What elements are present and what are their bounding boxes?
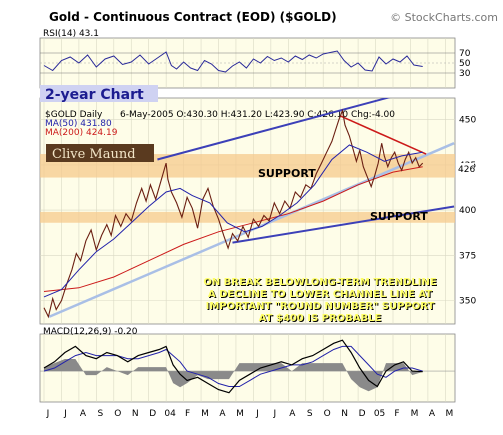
x-tick-label: M [236, 409, 244, 419]
x-tick-label: J [273, 409, 277, 419]
x-tick-label: M [445, 409, 453, 419]
annotation-line: AT $400 IS PROBABLE [259, 313, 382, 324]
banner-text: 2-year Chart [45, 87, 144, 103]
chart-title: Gold - Continuous Contract (EOD) ($GOLD) [49, 10, 337, 24]
x-tick-label: A [289, 409, 296, 419]
lower-channel-line [232, 205, 455, 244]
annotation-shadow: AT $400 IS PROBABLE [260, 314, 383, 325]
price-tick-label: 350 [459, 296, 476, 306]
annotation-line: A DECLINE TO LOWER CHANNEL LINE AT [208, 289, 432, 300]
price-tick-label: 400 [459, 206, 476, 216]
x-tick-label: J [63, 409, 67, 419]
macd-label: MACD(12,26,9) -0.20 [43, 327, 138, 337]
annotation-shadow: A DECLINE TO LOWER CHANNEL LINE AT [209, 290, 433, 301]
x-tick-label: O [114, 409, 121, 419]
annotation-shadow: IMPORTANT "ROUND NUMBER" SUPPORT [207, 302, 436, 313]
price-line [43, 108, 424, 319]
symbol-label: $GOLD Daily [45, 110, 103, 120]
support-label-lower: SUPPORT [370, 210, 428, 223]
annotation-line: IMPORTANT "ROUND NUMBER" SUPPORT [206, 301, 435, 312]
x-tick-label: M [201, 409, 209, 419]
x-tick-label: F [185, 409, 190, 419]
banner-box [40, 85, 158, 102]
x-tick-label: O [324, 409, 331, 419]
x-tick-label: A [429, 409, 436, 419]
x-tick-label: F [394, 409, 399, 419]
ma200-label: MA(200) 424.19 [45, 128, 118, 138]
x-tick-label: 04 [164, 409, 176, 419]
rsi-tick-label: 70 [459, 49, 471, 59]
price-axis: 450425400375350 [459, 116, 476, 307]
upper-channel-line [157, 98, 391, 161]
ma50-label: MA(50) 431.80 [45, 119, 112, 129]
macd-histogram [44, 359, 423, 392]
ohlc-line: 6-May-2005 O:430.30 H:431.20 L:423.90 C:… [120, 110, 395, 120]
annotation-line: ON BREAK BELOWLONG-TERM TRENDLINE [203, 277, 437, 288]
x-tick-label: J [255, 409, 259, 419]
price-tick-label: 450 [459, 116, 476, 126]
downtrend-line [340, 115, 427, 155]
x-tick-label: J [46, 409, 50, 419]
last-value: 426 [458, 165, 475, 175]
price-tick-label: 375 [459, 251, 476, 261]
x-tick-label: N [341, 409, 348, 419]
rsi-line [43, 50, 423, 73]
x-tick-label: A [80, 409, 87, 419]
last-value-box [456, 163, 474, 173]
x-tick-label: S [97, 409, 103, 419]
support-zone [40, 211, 455, 223]
x-tick-label: S [307, 409, 313, 419]
brand-text: Clive Maund [52, 147, 136, 162]
x-tick-label: N [132, 409, 139, 419]
brand-box [46, 144, 154, 162]
rsi-tick-label: 30 [459, 69, 471, 79]
support-label-upper: SUPPORT [258, 167, 316, 180]
copyright-notice: © StockCharts.com [390, 11, 498, 24]
macd-line [43, 339, 423, 394]
ma50-line [43, 144, 423, 298]
annotation-shadow: ON BREAK BELOWLONG-TERM TRENDLINE [204, 278, 438, 289]
x-axis: J J A S O N D 04 F M A M J J A S O N D 05 F M A M [46, 409, 454, 419]
x-tick-label: A [219, 409, 226, 419]
x-tick-label: 05 [374, 409, 385, 419]
x-tick-label: D [359, 409, 366, 419]
rsi-tick-label: 50 [459, 59, 471, 69]
x-tick-label: M [411, 409, 419, 419]
x-tick-label: D [149, 409, 156, 419]
rsi-label: RSI(14) 43.1 [43, 29, 99, 39]
